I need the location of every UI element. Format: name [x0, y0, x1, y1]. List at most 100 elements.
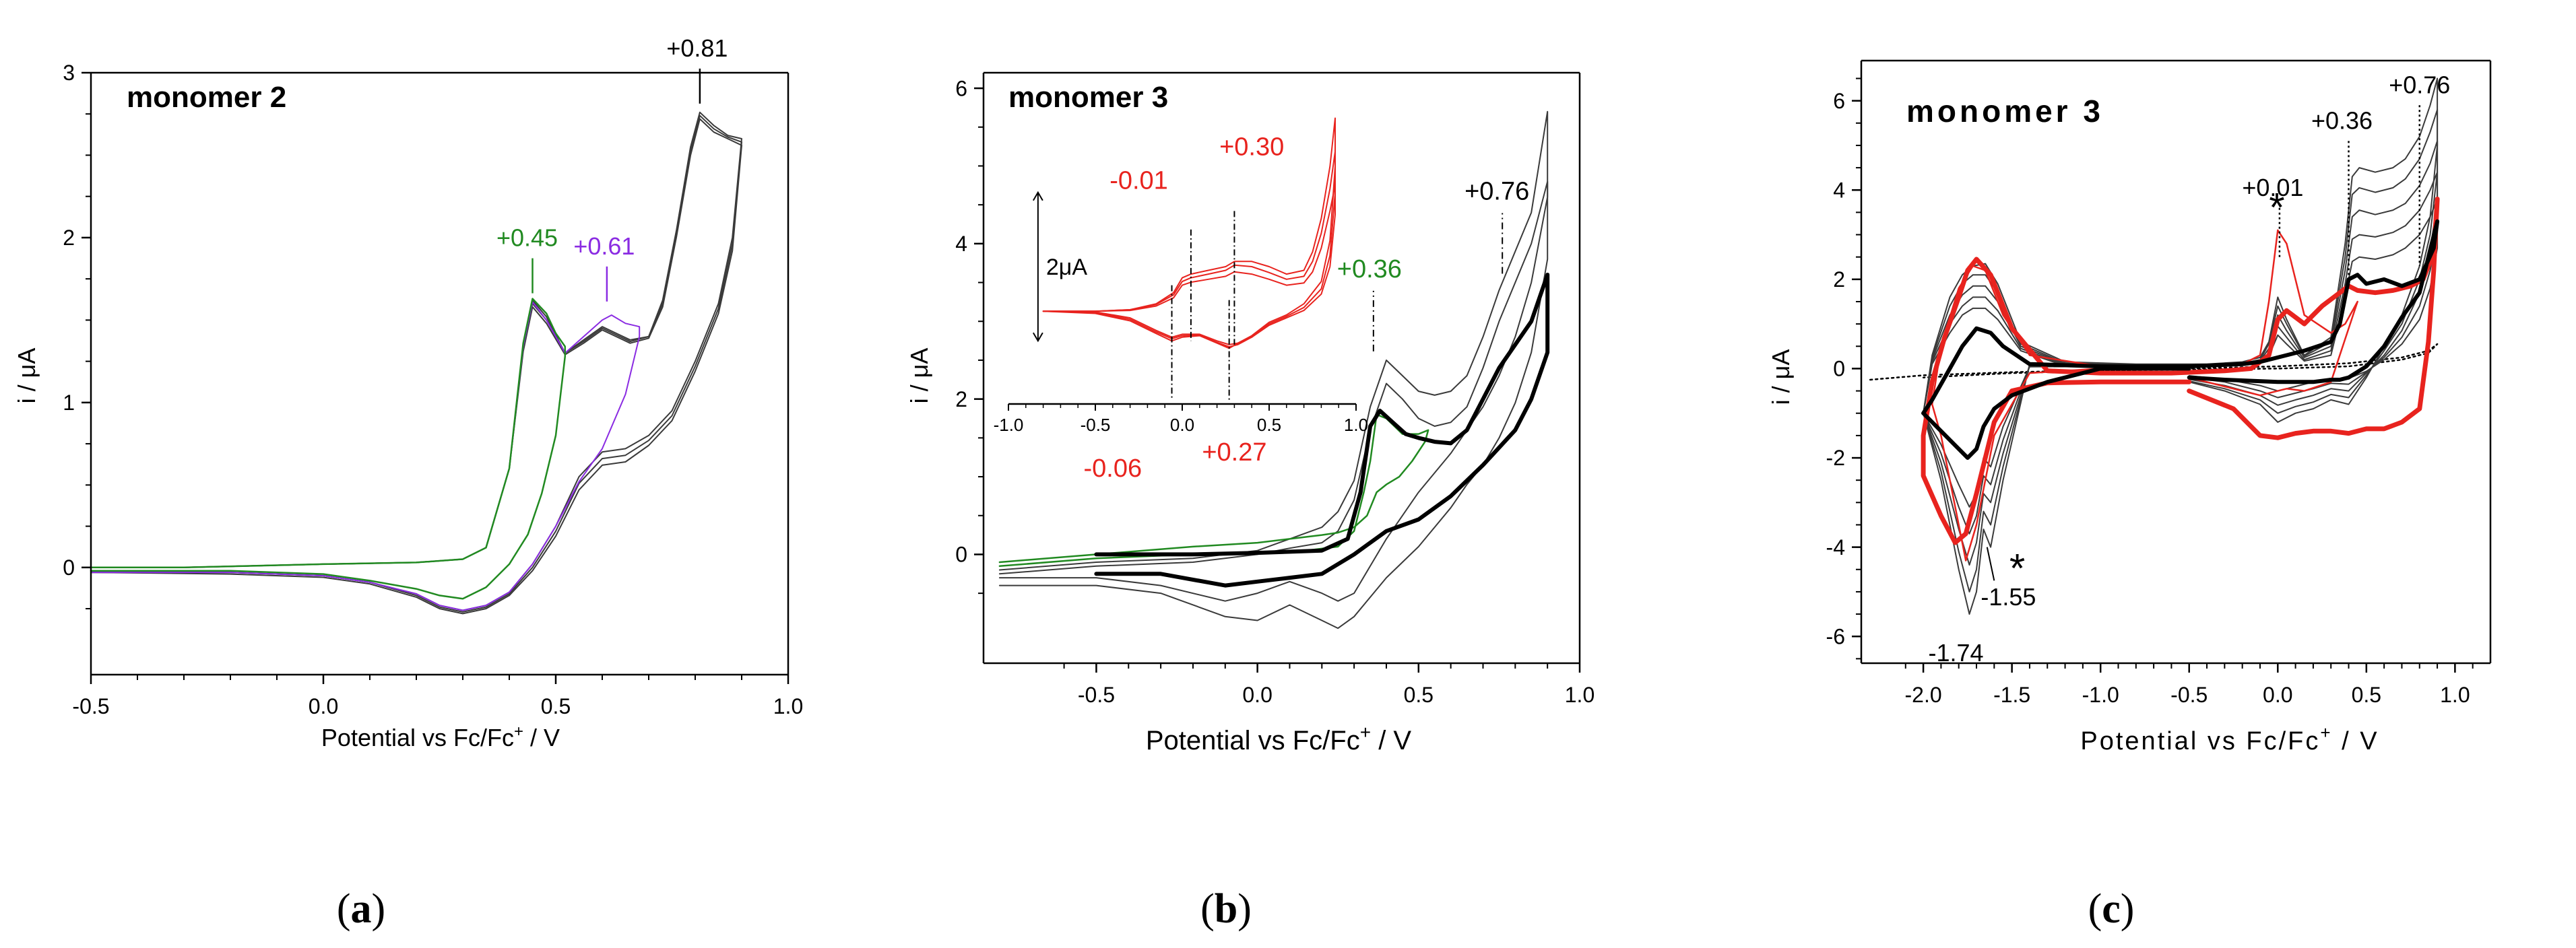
panel-a-ticks: -0.5 0.0 0.5 1.0 0 1 2 3 [63, 61, 803, 718]
panel-c-x-tick-label-3: -1.0 [2082, 683, 2119, 707]
panel-b-annotations: +0.36 +0.76 [1337, 177, 1529, 351]
caption-b: (b) [1200, 886, 1252, 932]
panel-b-x-tick-label-2: 0.0 [1242, 683, 1272, 707]
panel-b-inset-annotation-3-label: -0.06 [1083, 454, 1142, 483]
panel-b-y-axis-label: i / μA [905, 348, 933, 404]
panel-a-y-tick-label-4: 3 [63, 61, 75, 85]
panel-c-title: monomer 3 [1906, 94, 2104, 129]
panel-b-x-axis-label-unit: / V [1371, 726, 1411, 755]
panel-b-axes [982, 71, 1581, 665]
panel-c-series-8-line [1921, 197, 2440, 545]
panel-b-inset-series-1-line [1042, 117, 1336, 349]
panel-b-inset-series-3-line [1042, 184, 1336, 345]
panel-b-inset-scale-bar-bottom-arrow [1032, 332, 1043, 343]
panel-b-series-1-line [998, 110, 1549, 602]
panel-b-annotation-1-label: +0.36 [1337, 255, 1402, 283]
panel-b-inset-x-tick-label-3: 0.0 [1170, 415, 1194, 435]
panel-a-x-axis-label-unit: / V [523, 724, 560, 751]
panel-a-x-axis-label-main: Potential vs Fc/Fc [321, 724, 514, 751]
caption-b-close: ) [1237, 886, 1252, 932]
panel-a-x-tick-label-3: 0.5 [541, 694, 571, 718]
panel-c-x-tick-label-6: 0.5 [2352, 683, 2381, 707]
panel-b-chart: -0.5 0.0 0.5 1.0 0 2 4 6 +0.36 +0.76 -1.0 -0.5 0.0… [905, 71, 1595, 755]
panel-b-inset-annotation-4-label: +0.27 [1202, 438, 1266, 467]
panel-c-x-tick-label-5: 0.0 [2263, 683, 2292, 707]
panel-c-axes [1860, 59, 2492, 665]
panel-a-y-tick-label-1: 0 [63, 555, 75, 580]
panel-b-y-tick-label-1: 0 [955, 543, 967, 567]
panel-a-title: monomer 2 [127, 81, 286, 114]
panel-b-inset-annotation-2-label: +0.30 [1219, 133, 1284, 162]
panel-c-star-mark-1: * [2269, 185, 2284, 230]
panel-b-inset-x-tick-label-2: -0.5 [1081, 415, 1111, 435]
panel-c-annotation-4-label: -1.74 [1928, 639, 1983, 667]
panel-c-y-tick-label-3: -2 [1826, 446, 1845, 470]
panel-c-x-tick-label-1: -2.0 [1905, 683, 1942, 707]
panel-c-y-tick-label-7: 6 [1833, 89, 1845, 113]
panel-a-x-axis-label-sup: + [514, 722, 523, 741]
panel-b-title: monomer 3 [1008, 81, 1168, 114]
panel-c-y-tick-label-4: 0 [1833, 357, 1845, 381]
panel-c-series-group [1869, 77, 2440, 615]
panel-a-y-tick-label-3: 2 [63, 226, 75, 250]
panel-a-series-group [90, 111, 742, 615]
panel-a-x-axis-label: Potential vs Fc/Fc+ / V [321, 722, 560, 751]
caption-a: (a) [337, 886, 385, 932]
panel-b-inset: -1.0 -0.5 0.0 0.5 1.0 2μA -0.01 +0.30 -0.06 +0.27 [994, 117, 1368, 483]
panel-c-x-tick-label-7: 1.0 [2440, 683, 2470, 707]
panel-c-y-tick-label-6: 4 [1833, 178, 1845, 202]
panel-a-annotation-2-label: +0.61 [573, 232, 635, 260]
panel-b-y-tick-label-2: 2 [955, 387, 967, 411]
panel-a-y-tick-label-2: 1 [63, 391, 75, 415]
caption-c-letter: c [2102, 886, 2121, 932]
caption-a-letter: a [351, 886, 372, 932]
panel-b-y-tick-label-3: 4 [955, 232, 967, 256]
panel-b-y-tick-label-4: 6 [955, 76, 967, 100]
panel-c-x-tick-label-2: -1.5 [1993, 683, 2030, 707]
panel-c-annotation-2-label: +0.36 [2311, 106, 2373, 134]
panel-b-ticks: -0.5 0.0 0.5 1.0 0 2 4 6 [955, 76, 1595, 707]
panel-a-x-tick-label-4: 1.0 [773, 694, 803, 718]
panel-c-annotations: +0.01+0.36+0.76-1.74-1.55** [1928, 71, 2450, 667]
panel-c-y-tick-label-1: -6 [1826, 624, 1845, 648]
panel-c-series-6-line [1923, 198, 2439, 508]
panel-a-annotations: +0.45 +0.61 +0.81 [496, 34, 728, 302]
panel-a-x-tick-label-1: -0.5 [72, 694, 109, 718]
panel-b-inset-scale-bar-top-arrow [1032, 191, 1043, 201]
panel-c-y-axis-label: i / μA [1767, 349, 1795, 405]
panel-a-y-axis-label: i / μA [13, 348, 40, 404]
caption-b-open: ( [1200, 886, 1215, 932]
panel-a-annotation-3-label: +0.81 [666, 34, 728, 62]
panel-c-annotation-5-label: -1.55 [1981, 583, 2036, 611]
panel-b-series-group [998, 110, 1550, 630]
caption-c: (c) [2088, 886, 2135, 932]
panel-a-x-tick-label-2: 0.0 [309, 694, 338, 718]
panel-c-x-axis-label-unit: / V [2333, 727, 2379, 755]
panel-a-series-5-line [90, 298, 567, 600]
panel-c-x-axis-label-sup: + [2320, 722, 2332, 743]
panel-c-x-axis-label: Potential vs Fc/Fc+ / V [2080, 722, 2379, 755]
panel-a-axes [90, 71, 790, 676]
panel-c-chart: -2.0 -1.5 -1.0 -0.5 0.0 0.5 1.0 -6 -4 -2 0 2 4 6 +0.0… [1767, 59, 2492, 755]
panel-c-x-axis-label-main: Potential vs Fc/Fc [2080, 727, 2320, 755]
panel-c-star-mark-2: * [2009, 545, 2025, 590]
panel-b-inset-x-tick-label-1: -1.0 [994, 415, 1024, 435]
caption-a-open: ( [337, 886, 351, 932]
panel-b-x-tick-label-1: -0.5 [1078, 683, 1115, 707]
caption-a-close: ) [372, 886, 386, 932]
panel-b-series-2-line [998, 180, 1549, 630]
panel-b-annotation-2-label: +0.76 [1464, 177, 1529, 205]
panel-c-annotation-3-label: +0.76 [2389, 71, 2450, 98]
panel-c-y-tick-label-2: -4 [1826, 535, 1845, 560]
panel-a-annotation-1-label: +0.45 [496, 224, 558, 252]
panel-c-annotation-1-label: +0.01 [2242, 174, 2303, 201]
panel-a-chart: -0.5 0.0 0.5 1.0 0 1 2 3 +0.45 +0.61 +0.81 monome… [13, 34, 803, 751]
panel-b-inset-x-tick-label-5: 1.0 [1344, 415, 1368, 435]
panel-c-annotation-5-leader [1986, 547, 1995, 581]
panel-b-x-axis-label: Potential vs Fc/Fc+ / V [1146, 722, 1412, 755]
caption-b-letter: b [1215, 886, 1237, 932]
panel-b-x-axis-label-sup: + [1360, 722, 1371, 743]
caption-c-open: ( [2088, 886, 2102, 932]
